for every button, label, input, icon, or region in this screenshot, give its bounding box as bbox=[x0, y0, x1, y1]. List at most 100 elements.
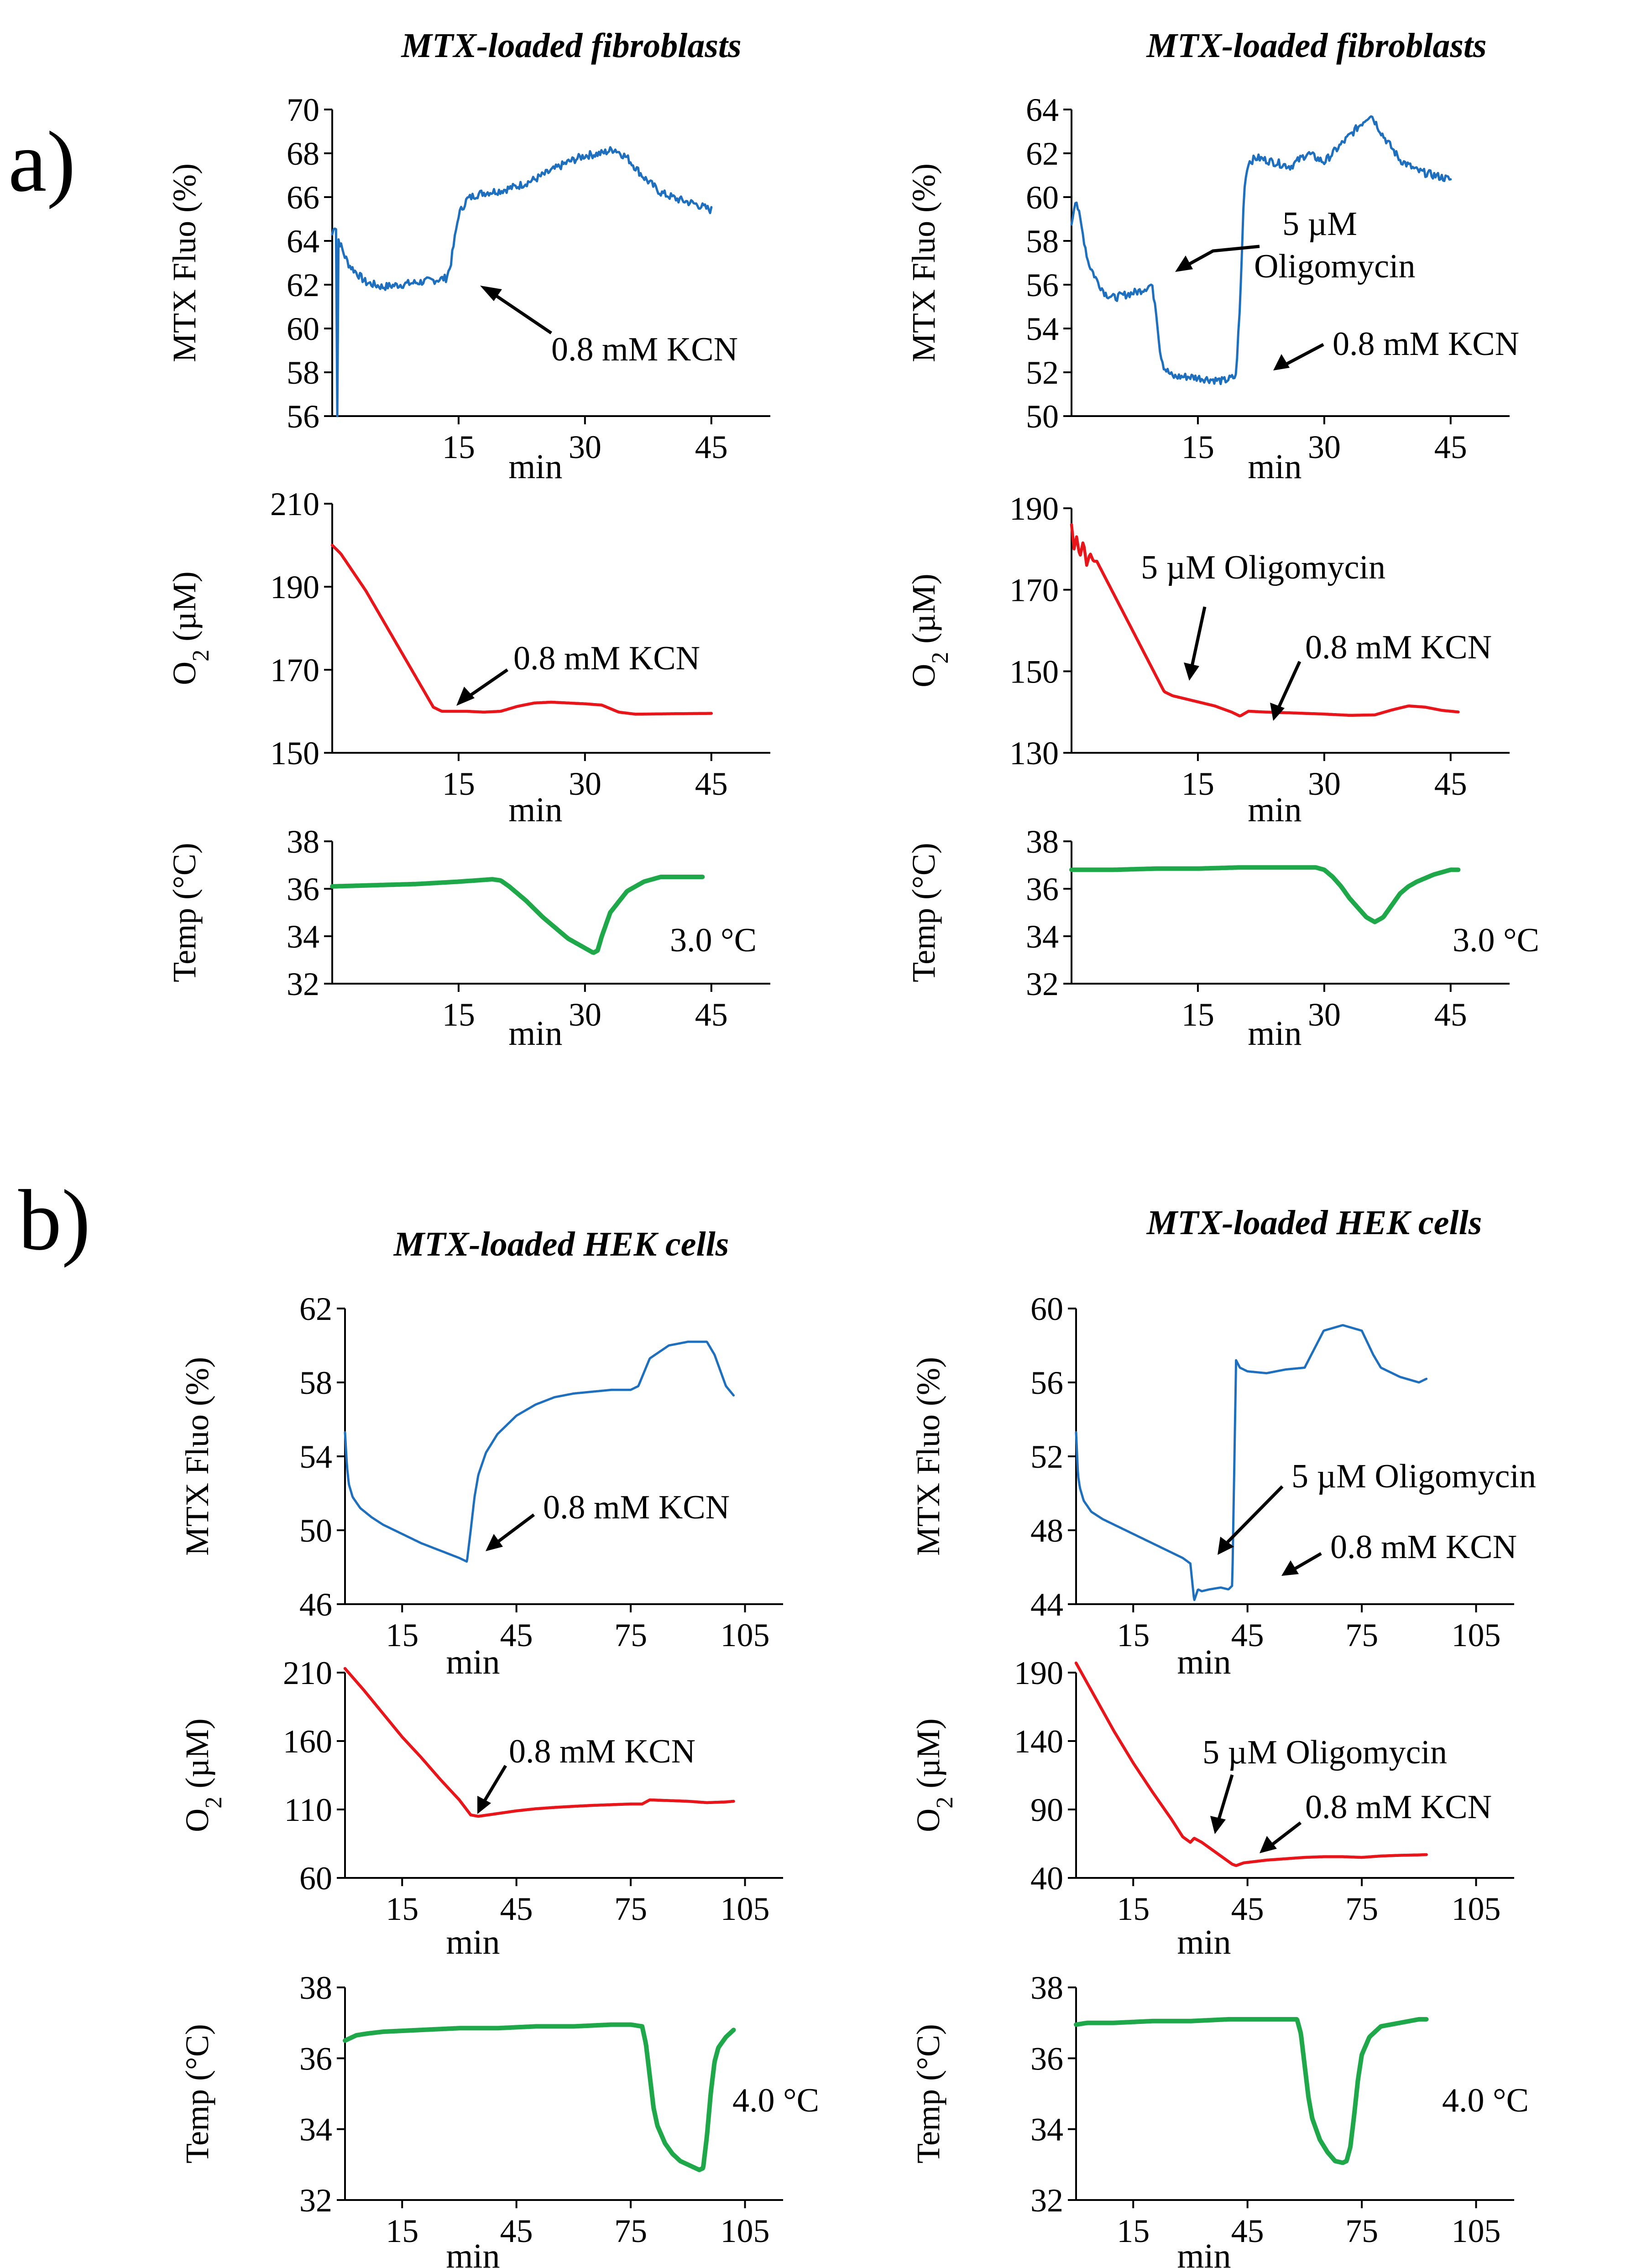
x-tick-label: 30 bbox=[569, 766, 601, 802]
x-tick-label: 15 bbox=[386, 1891, 418, 1927]
x-tick-label: 15 bbox=[386, 1617, 418, 1653]
y-tick-label: 38 bbox=[1026, 824, 1059, 860]
axes-b-left-o2 bbox=[344, 1673, 783, 1879]
y-axis-label: Temp (°C) bbox=[179, 2024, 215, 2164]
x-tick-label: 75 bbox=[614, 1617, 647, 1653]
y-tick-label: 160 bbox=[283, 1723, 332, 1760]
arrowhead-kcn-a-right-fluo bbox=[1273, 354, 1290, 370]
series-line-b-left-fluo bbox=[344, 1340, 735, 1563]
x-tick-label: 30 bbox=[1308, 429, 1341, 465]
y-tick-label: 70 bbox=[287, 92, 319, 128]
x-tick-label: 75 bbox=[614, 2213, 647, 2249]
y-tick-label: 60 bbox=[299, 1860, 332, 1897]
y-tick-label: 32 bbox=[1030, 2182, 1063, 2219]
y-tick-label: 54 bbox=[299, 1439, 332, 1475]
annotation-oligo-b-right-o2: 5 µM Oligomycin bbox=[1202, 1734, 1447, 1771]
x-tick-label: 105 bbox=[1452, 1891, 1501, 1927]
arrow-oligo-b-right-o2 bbox=[1217, 1774, 1234, 1821]
arrow-oligo-a-right-fluo bbox=[1186, 245, 1260, 267]
annotation-oligo-line2-a-right-fluo: Oligomycin bbox=[1254, 248, 1416, 285]
arrow-kcn-b-right-o2 bbox=[1270, 1821, 1302, 1847]
y-tick-label: 56 bbox=[1030, 1365, 1063, 1401]
y-tick-label: 190 bbox=[1009, 490, 1059, 527]
y-tick-label: 190 bbox=[270, 569, 319, 605]
series-line-b-left-o2 bbox=[343, 1667, 735, 1818]
axes-b-left-fluo bbox=[344, 1309, 783, 1605]
y-tick-label: 36 bbox=[1026, 871, 1059, 907]
axes-a-left-temp bbox=[331, 841, 770, 985]
title-a-right: MTX-loaded fibroblasts bbox=[1146, 26, 1486, 65]
y-tick-label: 32 bbox=[1026, 966, 1059, 1002]
y-axis-label: O2 (µM) bbox=[179, 1718, 227, 1832]
x-tick-label: 45 bbox=[1231, 1617, 1264, 1653]
x-tick-label: 45 bbox=[500, 1891, 533, 1927]
y-tick-label: 60 bbox=[1030, 1291, 1063, 1327]
arrow-kcn-b-right-fluo bbox=[1294, 1552, 1322, 1570]
chart-a-left-temp: 32 34 36 38 15 30 45 min Temp (°C) bbox=[166, 824, 770, 1053]
x-tick-label: 105 bbox=[721, 2213, 770, 2249]
x-tick-label: 15 bbox=[442, 996, 475, 1033]
y-tick-label: 54 bbox=[1026, 311, 1059, 347]
chart-a-right-temp: 32 34 36 38 15 30 45 min Temp (°C) bbox=[905, 824, 1510, 1053]
x-axis-label: min bbox=[1177, 1643, 1231, 1681]
x-tick-label: 30 bbox=[569, 429, 601, 465]
y-tick-label: 32 bbox=[299, 2182, 332, 2219]
series-line-a-left-fluo bbox=[331, 146, 713, 417]
y-tick-label: 64 bbox=[1026, 92, 1059, 128]
series-line-a-left-o2 bbox=[330, 543, 713, 716]
x-axis-label: min bbox=[446, 1923, 500, 1961]
chart-b-right-fluo: 44 48 52 56 60 15 45 75 105 min MTX Fluo (%) bbox=[910, 1291, 1514, 1681]
x-tick-label: 15 bbox=[1117, 1617, 1150, 1653]
y-tick-label: 34 bbox=[299, 2112, 332, 2148]
x-tick-label: 45 bbox=[500, 1617, 533, 1653]
annotation-kcn-b-left-o2: 0.8 mM KCN bbox=[509, 1733, 695, 1770]
annotation-kcn-a-left-o2: 0.8 mM KCN bbox=[513, 640, 700, 677]
series-line-a-left-temp bbox=[330, 875, 705, 955]
x-tick-label: 30 bbox=[1308, 996, 1341, 1033]
y-tick-label: 44 bbox=[1030, 1586, 1063, 1623]
y-tick-label: 50 bbox=[299, 1512, 332, 1549]
y-tick-label: 34 bbox=[1026, 918, 1059, 955]
arrow-kcn-a-left-o2 bbox=[465, 668, 508, 699]
arrowhead-oligo-b-right-fluo bbox=[1218, 1537, 1234, 1555]
annotation-temp-a-left: 3.0 °C bbox=[670, 922, 757, 959]
x-axis-label: min bbox=[1248, 791, 1302, 829]
chart-b-left-temp: 32 34 36 38 15 45 75 105 min Temp (°C) bbox=[179, 1970, 783, 2268]
title-b-right: MTX-loaded HEK cells bbox=[1146, 1204, 1482, 1242]
axes-a-left-o2 bbox=[331, 504, 770, 754]
y-axis-label: Temp (°C) bbox=[905, 843, 942, 982]
y-tick-label: 170 bbox=[270, 652, 319, 688]
y-tick-label: 130 bbox=[1009, 735, 1059, 772]
arrowhead-kcn-b-left-o2 bbox=[477, 1796, 491, 1814]
y-axis-label: O2 (µM) bbox=[910, 1718, 958, 1832]
x-tick-label: 15 bbox=[1181, 766, 1214, 802]
y-tick-label: 50 bbox=[1026, 398, 1059, 435]
y-axis-label: MTX Fluo (%) bbox=[179, 1357, 215, 1556]
x-tick-label: 45 bbox=[1434, 429, 1467, 465]
x-tick-label: 75 bbox=[1345, 2213, 1378, 2249]
y-tick-label: 58 bbox=[1026, 223, 1059, 260]
arrow-kcn-b-left-fluo bbox=[496, 1513, 535, 1543]
arrow-kcn-a-right-o2 bbox=[1276, 661, 1302, 710]
annotations-layer: 0.8 mM KCN 0.8 mM KCN 3.0 °C 5 µM Oligom… bbox=[456, 205, 1539, 2119]
chart-b-left-o2: 60 110 160 210 15 45 75 105 min O2 (µM) bbox=[179, 1655, 783, 1961]
x-tick-label: 45 bbox=[695, 766, 728, 802]
x-axis-label: min bbox=[446, 2237, 500, 2268]
x-tick-label: 15 bbox=[1181, 996, 1214, 1033]
arrowhead-kcn-a-left-o2 bbox=[456, 687, 475, 706]
arrowhead-kcn-b-right-fluo bbox=[1281, 1560, 1299, 1576]
x-tick-label: 15 bbox=[1181, 429, 1214, 465]
arrowhead-kcn-a-right-o2 bbox=[1270, 703, 1285, 721]
x-tick-label: 45 bbox=[1231, 1891, 1264, 1927]
title-b-left: MTX-loaded HEK cells bbox=[393, 1225, 729, 1263]
annotation-temp-b-left: 4.0 °C bbox=[732, 2082, 819, 2119]
y-axis-label: O2 (µM) bbox=[905, 574, 953, 687]
x-axis-label: min bbox=[1177, 1923, 1231, 1961]
chart-a-left-o2: 150 170 190 210 15 30 45 min O2 (µM) bbox=[166, 486, 770, 829]
y-axis-label: Temp (°C) bbox=[910, 2024, 946, 2164]
y-tick-label: 170 bbox=[1009, 572, 1059, 609]
arrow-kcn-a-left-fluo bbox=[490, 291, 552, 334]
x-tick-label: 15 bbox=[1117, 2213, 1150, 2249]
arrowhead-oligo-a-right-fluo bbox=[1175, 255, 1193, 272]
arrow-kcn-a-right-fluo bbox=[1284, 343, 1324, 367]
